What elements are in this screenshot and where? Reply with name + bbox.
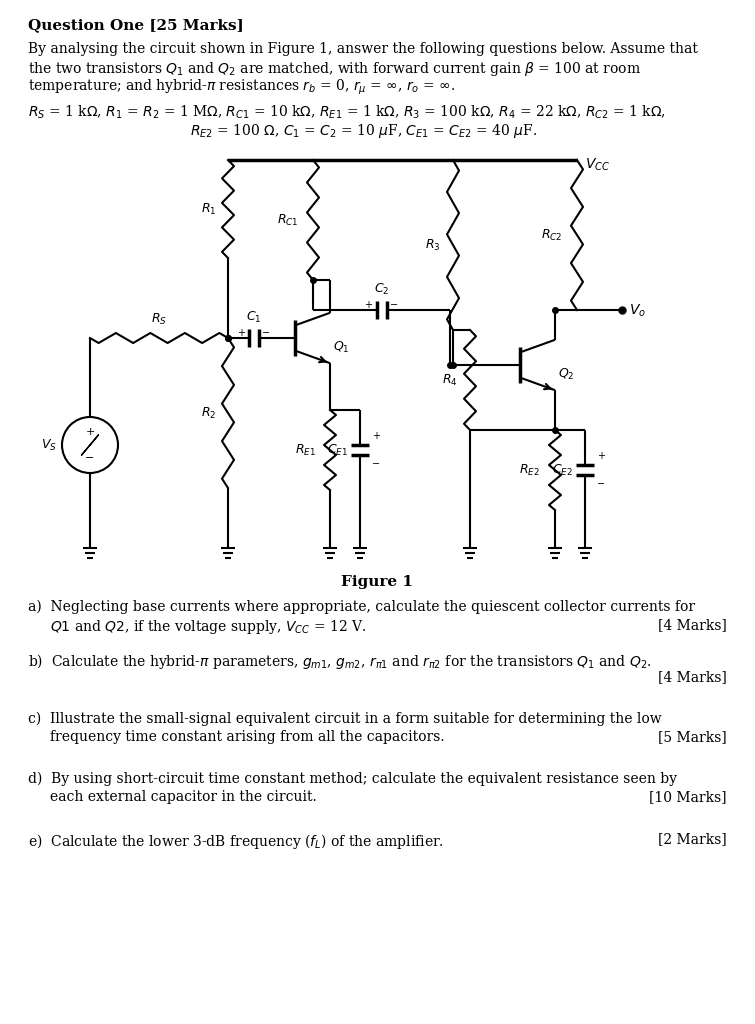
Text: temperature; and hybrid-$\pi$ resistances $r_b$ = 0, $r_{\mu}$ = $\infty$, $r_o$: temperature; and hybrid-$\pi$ resistance… <box>28 78 455 97</box>
Text: $R_1$: $R_1$ <box>201 202 216 216</box>
Text: −: − <box>372 459 380 469</box>
Text: +: + <box>597 451 605 461</box>
Text: $R_{E2}$ = 100 $\Omega$, $C_1$ = $C_2$ = 10 $\mu$F, $C_{E1}$ = $C_{E2}$ = 40 $\m: $R_{E2}$ = 100 $\Omega$, $C_1$ = $C_2$ =… <box>190 122 537 140</box>
Text: [4 Marks]: [4 Marks] <box>658 618 727 632</box>
Text: frequency time constant arising from all the capacitors.: frequency time constant arising from all… <box>28 730 445 744</box>
Text: $C_2$: $C_2$ <box>374 282 389 297</box>
Text: By analysing the circuit shown in Figure 1, answer the following questions below: By analysing the circuit shown in Figure… <box>28 42 698 56</box>
Text: Figure 1: Figure 1 <box>341 575 413 589</box>
Text: $C_{E2}$: $C_{E2}$ <box>552 463 573 477</box>
Text: −: − <box>390 300 398 310</box>
Text: $Q1$ and $Q2$, if the voltage supply, $V_{CC}$ = 12 V.: $Q1$ and $Q2$, if the voltage supply, $V… <box>28 618 366 636</box>
Text: each external capacitor in the circuit.: each external capacitor in the circuit. <box>28 790 317 804</box>
Text: [2 Marks]: [2 Marks] <box>658 831 727 846</box>
Text: −: − <box>597 479 605 489</box>
Text: $R_{C1}$: $R_{C1}$ <box>278 212 299 227</box>
Text: $R_4$: $R_4$ <box>442 373 458 387</box>
Text: $V_o$: $V_o$ <box>629 303 646 319</box>
Text: $C_{E1}$: $C_{E1}$ <box>327 442 348 458</box>
Text: $C_1$: $C_1$ <box>246 310 262 325</box>
Text: $R_{C2}$: $R_{C2}$ <box>541 227 562 243</box>
Text: d)  By using short-circuit time constant method; calculate the equivalent resist: d) By using short-circuit time constant … <box>28 772 677 786</box>
Text: −: − <box>262 328 270 338</box>
Text: $V_{CC}$: $V_{CC}$ <box>585 157 610 173</box>
Text: $R_{E2}$: $R_{E2}$ <box>519 463 540 477</box>
Text: a)  Neglecting base currents where appropriate, calculate the quiescent collecto: a) Neglecting base currents where approp… <box>28 600 695 614</box>
Text: +: + <box>365 300 372 310</box>
Text: [4 Marks]: [4 Marks] <box>658 670 727 684</box>
Text: Question One [25 Marks]: Question One [25 Marks] <box>28 18 244 32</box>
Text: $R_{E1}$: $R_{E1}$ <box>295 442 316 458</box>
Text: $R_S$ = 1 k$\Omega$, $R_1$ = $R_2$ = 1 M$\Omega$, $R_{C1}$ = 10 k$\Omega$, $R_{E: $R_S$ = 1 k$\Omega$, $R_1$ = $R_2$ = 1 M… <box>28 104 666 122</box>
Text: +: + <box>85 427 94 437</box>
Text: −: − <box>85 453 94 463</box>
Text: $Q_1$: $Q_1$ <box>333 340 350 355</box>
Text: $Q_2$: $Q_2$ <box>558 367 575 382</box>
Text: $V_S$: $V_S$ <box>42 437 57 453</box>
Text: the two transistors $Q_1$ and $Q_2$ are matched, with forward current gain $\bet: the two transistors $Q_1$ and $Q_2$ are … <box>28 60 641 78</box>
Text: +: + <box>237 328 245 338</box>
Text: c)  Illustrate the small-signal equivalent circuit in a form suitable for determ: c) Illustrate the small-signal equivalen… <box>28 712 661 726</box>
Text: +: + <box>372 431 380 441</box>
Text: [10 Marks]: [10 Marks] <box>649 790 727 804</box>
Text: e)  Calculate the lower 3-dB frequency ($f_L$) of the amplifier.: e) Calculate the lower 3-dB frequency ($… <box>28 831 444 851</box>
Text: $R_2$: $R_2$ <box>201 406 216 421</box>
Text: $R_3$: $R_3$ <box>425 238 441 253</box>
Text: $R_S$: $R_S$ <box>151 312 167 327</box>
Text: [5 Marks]: [5 Marks] <box>658 730 727 744</box>
Text: b)  Calculate the hybrid-$\pi$ parameters, $g_{m1}$, $g_{m2}$, $r_{\pi1}$ and $r: b) Calculate the hybrid-$\pi$ parameters… <box>28 652 652 671</box>
